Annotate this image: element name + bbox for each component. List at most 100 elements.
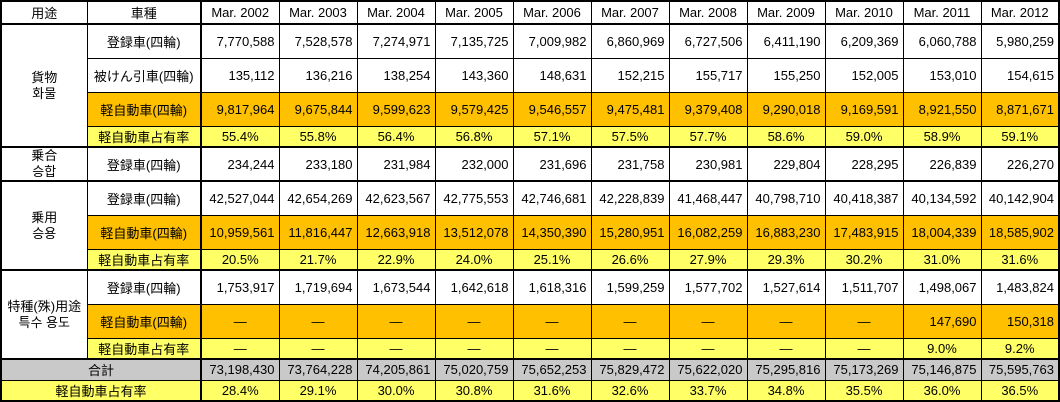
value-cell: 59.1% <box>980 125 1060 148</box>
category-label: 특수 용도 <box>18 314 70 330</box>
value-cell: 58.6% <box>746 125 826 148</box>
value-cell: 24.0% <box>434 248 514 271</box>
value-cell: 9,817,964 <box>200 91 280 127</box>
value-cell: 16,082,259 <box>668 214 748 250</box>
value-cell: 150,318 <box>980 303 1060 339</box>
value-cell: 9,579,425 <box>434 91 514 127</box>
value-cell: 234,244 <box>200 146 280 182</box>
total-value-cell: 75,595,763 <box>980 358 1060 381</box>
value-cell: ― <box>200 337 280 360</box>
value-cell: 232,000 <box>434 146 514 182</box>
value-cell: 1,483,824 <box>980 269 1060 305</box>
table-row: 貨物 화물 登録車(四輪) 7,770,588 7,528,578 7,274,971 7,… <box>0 23 1060 148</box>
value-cell: 9,290,018 <box>746 91 826 127</box>
value-cell: 30.2% <box>824 248 904 271</box>
value-cell: 31.0% <box>902 248 982 271</box>
value-cell: ― <box>434 303 514 339</box>
column-header-year: Mar. 2002 <box>200 0 280 25</box>
row-label: 軽自動車(四輪) <box>86 214 202 250</box>
value-cell: ― <box>512 337 592 360</box>
value-cell: 6,727,506 <box>668 23 748 59</box>
value-cell: 1,719,694 <box>278 269 358 305</box>
kei-share-value-cell: 29.1% <box>278 379 358 402</box>
category-cell: 乗合 승합 <box>0 146 88 182</box>
value-cell: 6,860,969 <box>590 23 670 59</box>
value-cell: 9,475,481 <box>590 91 670 127</box>
value-cell: 26.6% <box>590 248 670 271</box>
kei-share-value-cell: 33.7% <box>668 379 748 402</box>
value-cell: 10,959,561 <box>200 214 280 250</box>
table-row: 軽自動車(四輪) 9,817,964 9,675,844 9,599,623 9,579… <box>1 91 1060 127</box>
column-header-year: Mar. 2011 <box>902 0 982 25</box>
value-cell: 16,883,230 <box>746 214 826 250</box>
column-header-year: Mar. 2007 <box>590 0 670 25</box>
value-cell: 42,527,044 <box>200 180 280 216</box>
value-cell: 17,483,915 <box>824 214 904 250</box>
total-value-cell: 75,829,472 <box>590 358 670 381</box>
row-label: 軽自動車占有率 <box>86 337 202 360</box>
value-cell: 57.1% <box>512 125 592 148</box>
table-row: 軽自動車(四輪) 10,959,561 11,816,447 12,663,918 13… <box>1 214 1060 250</box>
value-cell: 155,717 <box>668 57 748 93</box>
value-cell: ― <box>746 303 826 339</box>
value-cell: 29.3% <box>746 248 826 271</box>
value-cell: 147,690 <box>902 303 982 339</box>
total-row: 合計 73,198,430 73,764,228 74,205,861 75,020,7… <box>0 358 1060 381</box>
category-label: 特種(殊)用途 <box>7 298 82 314</box>
value-cell: 56.8% <box>434 125 514 148</box>
column-header-vehicle-type: 車種 <box>86 0 202 25</box>
value-cell: 233,180 <box>278 146 358 182</box>
value-cell: 1,527,614 <box>746 269 826 305</box>
value-cell: 58.9% <box>902 125 982 148</box>
row-label: 登録車(四輪) <box>86 269 202 305</box>
value-cell: 21.7% <box>278 248 358 271</box>
value-cell: 154,615 <box>980 57 1060 93</box>
column-header-year: Mar. 2005 <box>434 0 514 25</box>
value-cell: 31.6% <box>980 248 1060 271</box>
value-cell: 9,169,591 <box>824 91 904 127</box>
table-row: 乗用 승용 登録車(四輪) 42,527,044 42,654,269 42,623,56… <box>0 180 1060 271</box>
value-cell: ― <box>668 303 748 339</box>
value-cell: 231,696 <box>512 146 592 182</box>
value-cell: 230,981 <box>668 146 748 182</box>
value-cell: ― <box>590 337 670 360</box>
value-cell: 153,010 <box>902 57 982 93</box>
value-cell: 8,921,550 <box>902 91 982 127</box>
column-header-year: Mar. 2012 <box>980 0 1060 25</box>
table-row: 被けん引車(四輪) 135,112 136,216 138,254 143,360 148… <box>1 57 1060 93</box>
value-cell: 59.0% <box>824 125 904 148</box>
column-header-year: Mar. 2006 <box>512 0 592 25</box>
value-cell: 1,618,316 <box>512 269 592 305</box>
row-label: 登録車(四輪) <box>86 23 202 59</box>
kei-share-value-cell: 36.0% <box>902 379 982 402</box>
category-label: 승용 <box>32 225 57 241</box>
column-header-year: Mar. 2003 <box>278 0 358 25</box>
value-cell: 13,512,078 <box>434 214 514 250</box>
value-cell: 18,585,902 <box>980 214 1060 250</box>
kei-share-value-cell: 35.5% <box>824 379 904 402</box>
total-value-cell: 75,622,020 <box>668 358 748 381</box>
value-cell: ― <box>824 337 904 360</box>
value-cell: 6,411,190 <box>746 23 826 59</box>
table-row: 特種(殊)用途 특수 용도 登録車(四輪) 1,753,917 1,719,694 1,6… <box>0 269 1060 360</box>
value-cell: 11,816,447 <box>278 214 358 250</box>
value-cell: 136,216 <box>278 57 358 93</box>
column-header-usage: 用途 <box>0 0 88 25</box>
value-cell: 40,418,387 <box>824 180 904 216</box>
kei-share-value-cell: 28.4% <box>200 379 280 402</box>
value-cell: 40,142,904 <box>980 180 1060 216</box>
kei-share-row: 軽自動車占有率 28.4% 29.1% 30.0% 30.8% 31.6% 32.6% 33.… <box>0 379 1060 402</box>
value-cell: 1,577,702 <box>668 269 748 305</box>
value-cell: 7,770,588 <box>200 23 280 59</box>
row-label: 被けん引車(四輪) <box>86 57 202 93</box>
value-cell: 9,546,557 <box>512 91 592 127</box>
value-cell: 12,663,918 <box>356 214 436 250</box>
table-row: 軽自動車占有率 20.5% 21.7% 22.9% 24.0% 25.1% 26.6% 27.… <box>1 248 1060 271</box>
value-cell: ― <box>434 337 514 360</box>
value-cell: 42,228,839 <box>590 180 670 216</box>
value-cell: 9.0% <box>902 337 982 360</box>
value-cell: 148,631 <box>512 57 592 93</box>
row-label: 軽自動車(四輪) <box>86 303 202 339</box>
total-value-cell: 73,764,228 <box>278 358 358 381</box>
